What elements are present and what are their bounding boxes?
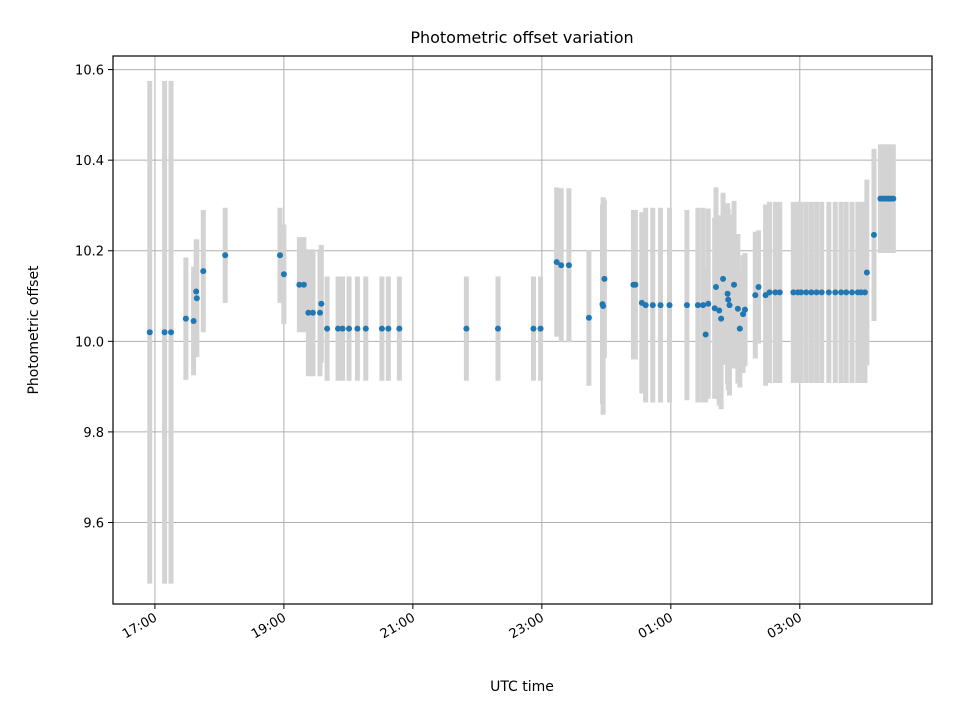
data-point — [725, 296, 732, 303]
data-point — [813, 289, 820, 296]
data-point — [200, 268, 207, 275]
y-tick-label: 9.8 — [83, 426, 104, 441]
plot-frame — [112, 55, 933, 605]
y-tick-label: 10.6 — [75, 64, 104, 79]
data-point — [565, 262, 572, 269]
data-point — [734, 305, 741, 312]
data-point — [720, 275, 727, 282]
data-point — [317, 309, 324, 316]
data-point — [890, 195, 897, 202]
data-point — [553, 259, 560, 266]
data-point — [632, 281, 639, 288]
data-point — [716, 307, 723, 314]
data-point — [718, 315, 725, 322]
data-point — [463, 325, 470, 332]
data-point — [649, 302, 656, 309]
data-point — [832, 289, 839, 296]
data-point — [161, 329, 168, 336]
data-point — [537, 325, 544, 332]
data-point — [766, 289, 773, 296]
data-point — [666, 302, 673, 309]
data-point — [740, 311, 747, 318]
data-point — [193, 295, 200, 302]
data-point — [300, 281, 307, 288]
data-point — [863, 269, 870, 276]
y-tick-label: 10.0 — [75, 335, 104, 350]
y-axis: 9.6 9.8 10.0 10.2 10.4 10.6 — [75, 64, 113, 531]
data-point — [362, 325, 369, 332]
data-point — [798, 289, 805, 296]
data-point — [193, 288, 200, 295]
data-point — [335, 325, 342, 332]
data-point — [277, 252, 284, 259]
data-point — [741, 306, 748, 313]
data-point — [309, 309, 316, 316]
data-point — [736, 325, 743, 332]
data-point — [755, 283, 762, 290]
data-point — [600, 302, 607, 309]
data-point — [711, 305, 718, 312]
data-point — [585, 314, 592, 321]
data-point — [354, 325, 361, 332]
data-point — [726, 302, 733, 309]
data-point — [339, 325, 346, 332]
data-point — [182, 315, 189, 322]
data-points — [146, 195, 897, 338]
data-point — [772, 289, 779, 296]
data-point — [378, 325, 385, 332]
data-point — [168, 329, 175, 336]
data-point — [305, 309, 312, 316]
data-point — [790, 289, 797, 296]
data-point — [849, 289, 856, 296]
data-point — [296, 281, 303, 288]
y-tick-label: 10.2 — [75, 245, 104, 260]
data-point — [190, 317, 197, 324]
data-point — [318, 300, 325, 307]
data-point — [324, 325, 331, 332]
data-point — [705, 300, 712, 307]
data-point — [818, 289, 825, 296]
data-point — [825, 289, 832, 296]
data-point — [530, 325, 537, 332]
data-point — [843, 289, 850, 296]
data-point — [694, 302, 701, 309]
data-point — [494, 325, 501, 332]
data-point — [702, 331, 709, 338]
data-point — [731, 281, 738, 288]
data-point — [776, 289, 783, 296]
chart-title: Photometric offset variation — [410, 28, 633, 47]
data-point — [558, 262, 565, 269]
data-point — [346, 325, 353, 332]
y-axis-label: Photometric offset — [26, 265, 42, 395]
data-point — [642, 302, 649, 309]
y-tick-label: 9.6 — [83, 516, 104, 531]
x-axis-label: UTC time — [490, 679, 554, 695]
data-point — [752, 292, 759, 299]
data-point — [808, 289, 815, 296]
data-point — [222, 252, 229, 259]
data-point — [396, 325, 403, 332]
data-point — [385, 325, 392, 332]
data-point — [838, 289, 845, 296]
data-point — [146, 329, 153, 336]
data-point — [870, 231, 877, 238]
data-point — [700, 302, 707, 309]
data-point — [280, 271, 287, 278]
y-tick-label: 10.4 — [75, 154, 104, 169]
data-point — [601, 275, 608, 282]
data-point — [657, 302, 664, 309]
data-point — [861, 289, 868, 296]
data-point — [724, 290, 731, 297]
data-point — [803, 289, 810, 296]
data-point — [683, 302, 690, 309]
data-point — [712, 283, 719, 290]
